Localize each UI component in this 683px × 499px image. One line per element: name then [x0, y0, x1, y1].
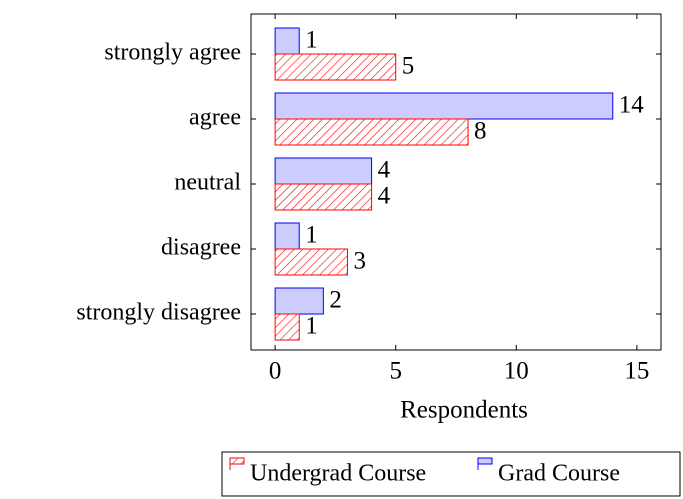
value-label: 4: [378, 183, 391, 210]
plot-frame: [250, 13, 662, 351]
legend-label: Grad Course: [498, 461, 620, 487]
value-label: 4: [378, 157, 391, 184]
x-tick-label: 10: [504, 358, 529, 385]
legend-label: Undergrad Course: [250, 461, 426, 487]
value-label: 1: [305, 222, 318, 249]
bar: [274, 53, 397, 81]
bar: [274, 313, 300, 341]
x-tick-label: 5: [389, 358, 402, 385]
legend: [221, 451, 681, 497]
value-label: 3: [353, 248, 366, 275]
x-tick-label: 0: [269, 358, 282, 385]
legend-swatch: [477, 457, 493, 465]
legend-swatch: [229, 457, 245, 465]
y-tick-label: neutral: [174, 170, 241, 196]
value-label: 14: [619, 92, 645, 119]
value-label: 8: [474, 118, 487, 145]
value-label: 5: [402, 53, 415, 80]
bar: [274, 248, 348, 276]
y-tick-label: strongly disagree: [76, 300, 241, 326]
bar: [274, 27, 300, 55]
x-tick-label: 15: [624, 358, 649, 385]
bar: [274, 183, 373, 211]
bar: [274, 157, 373, 185]
bar: [274, 222, 300, 250]
x-axis-label: Respondents: [400, 397, 528, 424]
value-label: 1: [305, 27, 318, 54]
y-tick-label: disagree: [161, 235, 241, 261]
value-label: 1: [305, 313, 318, 340]
bar: [274, 92, 614, 120]
bar: [274, 118, 469, 146]
bar: [274, 287, 324, 315]
y-tick-label: strongly agree: [104, 40, 241, 66]
value-label: 2: [329, 287, 342, 314]
y-tick-label: agree: [189, 105, 241, 131]
